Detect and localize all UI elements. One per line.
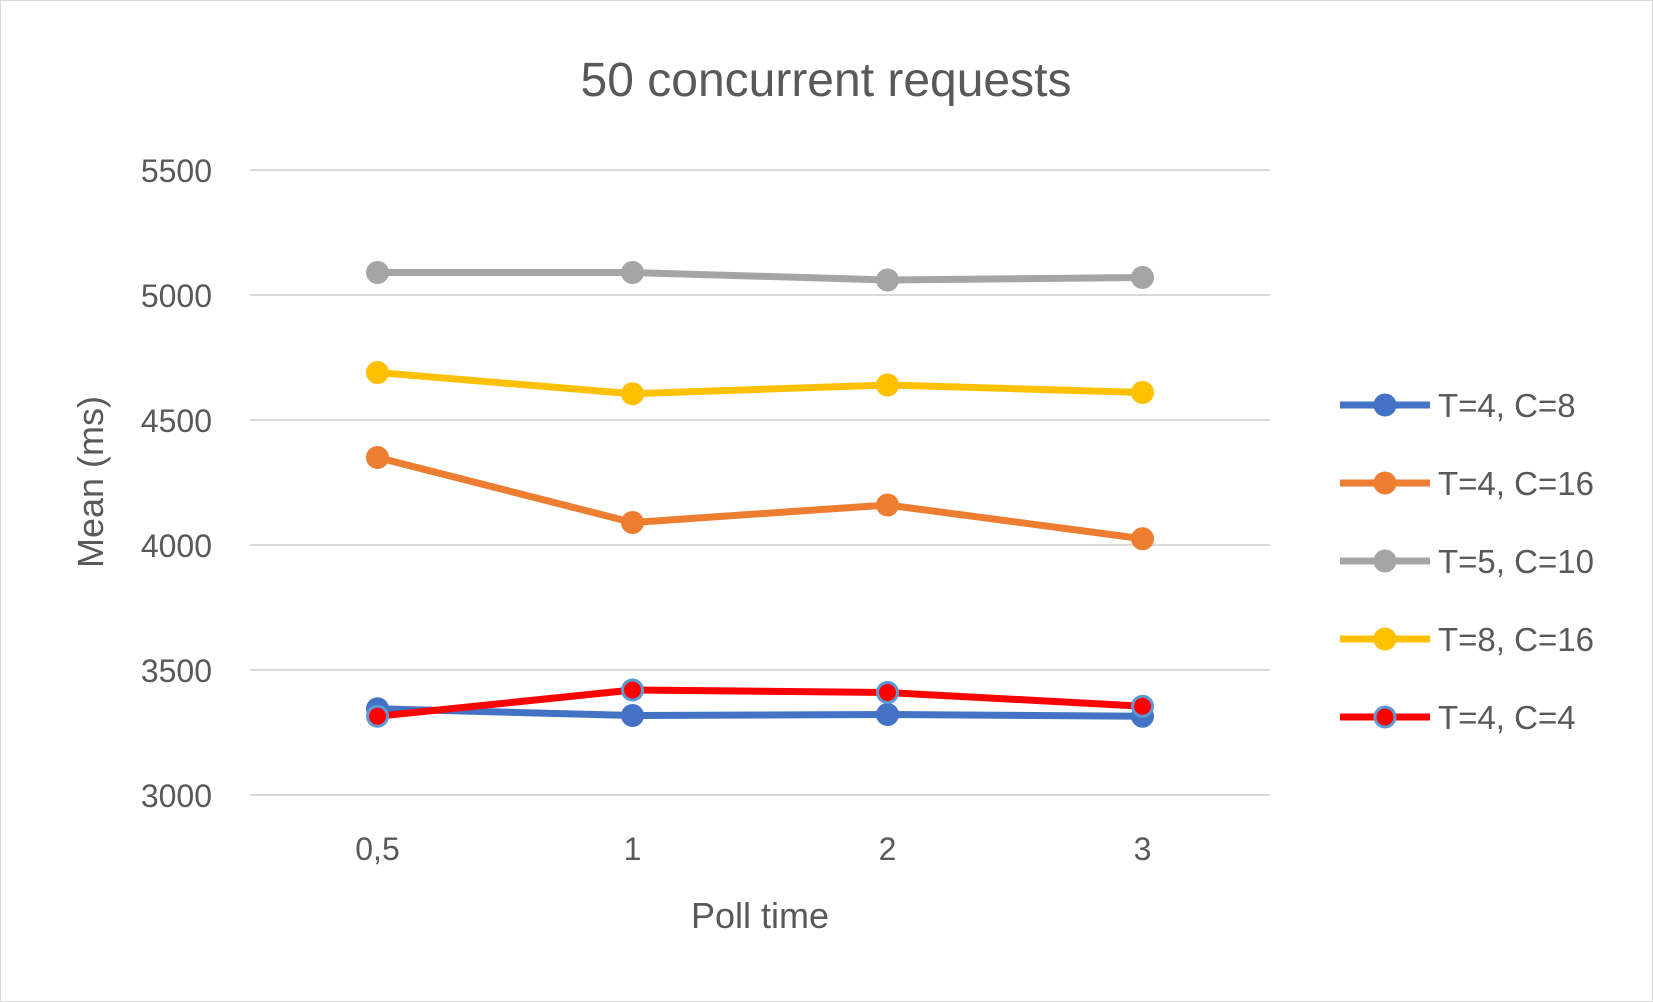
data-point [621, 261, 644, 284]
y-axis-label: Mean (ms) [70, 396, 111, 568]
data-point [876, 268, 899, 292]
x-tick-label: 2 [879, 831, 897, 867]
legend-marker [1373, 705, 1397, 729]
data-point [876, 493, 899, 517]
y-tick-label: 5000 [141, 278, 212, 314]
data-point [366, 704, 389, 728]
legend-item: T=4, C=8 [1340, 387, 1576, 424]
x-axis-ticks: 0,5 1 2 3 [355, 831, 1151, 867]
y-tick-label: 4000 [141, 528, 212, 564]
data-point [621, 704, 644, 727]
data-point [621, 511, 644, 534]
data-point [876, 703, 899, 726]
y-axis-ticks: 3000 3500 4000 4500 5000 5500 [141, 153, 212, 814]
series-2 [366, 261, 1154, 292]
legend: T=4, C=8 T=4, C=16 T=5, C=10 T=8, C=16 T=4, … [1340, 387, 1594, 736]
legend-item: T=4, C=16 [1340, 465, 1594, 502]
gridlines [250, 169, 1270, 796]
legend-label: T=4, C=8 [1438, 387, 1576, 424]
data-point [876, 373, 899, 397]
legend-item: T=4, C=4 [1340, 699, 1576, 736]
data-point [621, 678, 644, 702]
legend-marker [1373, 627, 1397, 651]
legend-label: T=4, C=4 [1438, 699, 1576, 736]
legend-marker [1373, 393, 1397, 417]
series-lines [366, 261, 1154, 728]
series-line [374, 454, 1146, 543]
chart-title: 50 concurrent requests [581, 54, 1072, 107]
legend-label: T=5, C=10 [1438, 543, 1594, 580]
legend-item: T=8, C=16 [1340, 621, 1594, 658]
y-tick-label: 3500 [141, 653, 212, 689]
data-point [1131, 694, 1154, 718]
data-point [1131, 381, 1154, 404]
y-tick-label: 4500 [141, 403, 212, 439]
y-tick-label: 3000 [141, 778, 212, 814]
data-point [876, 681, 899, 704]
series-line [374, 369, 1146, 398]
legend-item: T=5, C=10 [1340, 543, 1594, 580]
series-3 [366, 361, 1154, 406]
data-point [621, 382, 644, 406]
data-point [1131, 527, 1154, 551]
data-point [366, 261, 389, 284]
legend-marker [1373, 549, 1397, 573]
legend-marker [1373, 471, 1397, 495]
series-1 [366, 446, 1154, 551]
series-4 [366, 678, 1154, 728]
series-line [374, 269, 1146, 284]
series-line [374, 686, 1146, 720]
x-tick-label: 3 [1134, 831, 1152, 867]
data-point [366, 361, 389, 384]
data-point [366, 446, 389, 469]
series-line [374, 705, 1146, 720]
x-tick-label: 1 [624, 831, 642, 867]
x-tick-label: 0,5 [355, 831, 399, 867]
y-tick-label: 5500 [141, 153, 212, 189]
legend-label: T=4, C=16 [1438, 465, 1594, 502]
x-axis-label: Poll time [691, 895, 829, 936]
data-point [1131, 266, 1154, 289]
legend-label: T=8, C=16 [1438, 621, 1594, 658]
